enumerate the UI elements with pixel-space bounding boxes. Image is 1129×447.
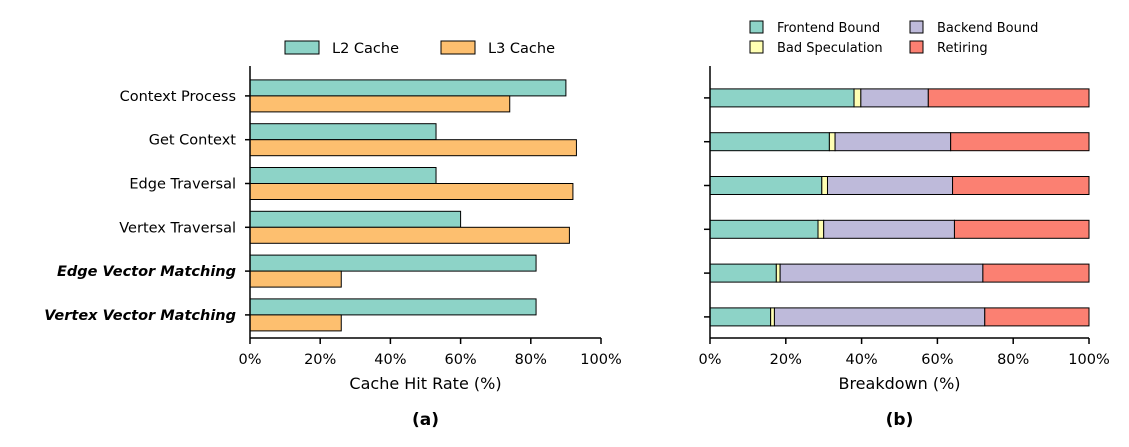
stack-backend-bound-4 <box>779 263 984 283</box>
legend-swatch-0 <box>749 20 764 34</box>
stack-backend-bound-0 <box>860 88 929 108</box>
y-tick-label: Vertex Traversal <box>119 220 236 236</box>
stack-bad-speculation-5 <box>770 307 775 327</box>
stack-bad-speculation-1 <box>828 132 836 152</box>
legend-swatch-1 <box>440 40 476 55</box>
legend-label-1: L3 Cache <box>488 41 555 57</box>
legend-swatch-3 <box>909 40 924 54</box>
panel-b-breakdown: 0% 20% 40% 60% 80% 100% Breakdown (%) (b) Fronte… <box>698 20 1110 430</box>
legend-label-2: Backend Bound <box>937 21 1038 36</box>
stack-bad-speculation-4 <box>775 263 781 283</box>
legend-label-1: Bad Speculation <box>777 41 883 56</box>
x-tick-label: 60% <box>444 352 476 368</box>
x-tick-label: 40% <box>374 352 406 368</box>
y-tick-label: Edge Traversal <box>129 177 236 193</box>
legend-label-3: Retiring <box>937 41 988 56</box>
x-tick-label: 0% <box>238 352 261 368</box>
bar-l3-2 <box>249 183 574 200</box>
bar-l2-3 <box>249 210 462 228</box>
y-tick-label: Get Context <box>149 133 237 149</box>
x-tick-label: 80% <box>997 352 1029 368</box>
y-tick-label: Vertex Vector Matching <box>44 308 236 324</box>
legend-swatch-1 <box>749 40 764 54</box>
bar-l2-2 <box>249 167 437 184</box>
x-tick-label: 0% <box>698 352 721 368</box>
bar-l2-4 <box>249 254 537 272</box>
panel-label: (b) <box>886 410 914 430</box>
x-axis-label: Cache Hit Rate (%) <box>349 374 501 393</box>
legend-label-0: Frontend Bound <box>777 21 880 36</box>
stack-retiring-0 <box>927 88 1090 108</box>
stack-backend-bound-3 <box>823 219 955 239</box>
stack-frontend-bound-0 <box>709 88 855 108</box>
stack-backend-bound-5 <box>773 307 986 327</box>
legend-swatch-2 <box>909 20 924 34</box>
panel-label: (a) <box>412 410 439 430</box>
x-tick-label: 20% <box>304 352 336 368</box>
bar-l3-3 <box>249 226 570 244</box>
y-tick-label: Edge Vector Matching <box>57 264 236 280</box>
stack-frontend-bound-3 <box>709 219 819 239</box>
stack-backend-bound-2 <box>826 176 954 195</box>
stack-backend-bound-1 <box>834 132 952 152</box>
panel-a-cache-hit-rate: Context Process Get Context Edge Traversal… <box>44 40 622 430</box>
bar-l3-4 <box>249 270 342 288</box>
bar-l2-1 <box>249 123 437 141</box>
stack-bad-speculation-3 <box>817 219 825 239</box>
x-tick-label: 100% <box>1068 352 1109 368</box>
stack-frontend-bound-5 <box>709 307 772 327</box>
bar-l3-0 <box>249 95 511 113</box>
stack-retiring-1 <box>950 132 1090 152</box>
y-tick-label: Context Process <box>120 89 236 105</box>
stack-bad-speculation-0 <box>853 88 862 108</box>
bar-l3-5 <box>249 314 342 332</box>
bar-l3-1 <box>249 139 577 157</box>
x-tick-label: 60% <box>921 352 953 368</box>
stack-retiring-4 <box>982 263 1090 283</box>
x-tick-label: 80% <box>515 352 547 368</box>
stack-retiring-3 <box>953 219 1090 239</box>
stack-retiring-5 <box>984 307 1090 327</box>
stack-bad-speculation-2 <box>821 176 828 195</box>
x-tick-label: 20% <box>770 352 802 368</box>
x-tick-label: 100% <box>580 352 621 368</box>
x-tick-label: 40% <box>845 352 877 368</box>
stack-frontend-bound-2 <box>709 176 823 195</box>
stack-frontend-bound-4 <box>709 263 777 283</box>
stack-retiring-2 <box>952 176 1090 195</box>
legend-swatch-0 <box>284 40 320 55</box>
x-axis-label: Breakdown (%) <box>838 374 960 393</box>
legend-label-0: L2 Cache <box>332 41 399 57</box>
bar-l2-0 <box>249 79 567 97</box>
bar-l2-5 <box>249 298 537 316</box>
stack-frontend-bound-1 <box>709 132 830 152</box>
